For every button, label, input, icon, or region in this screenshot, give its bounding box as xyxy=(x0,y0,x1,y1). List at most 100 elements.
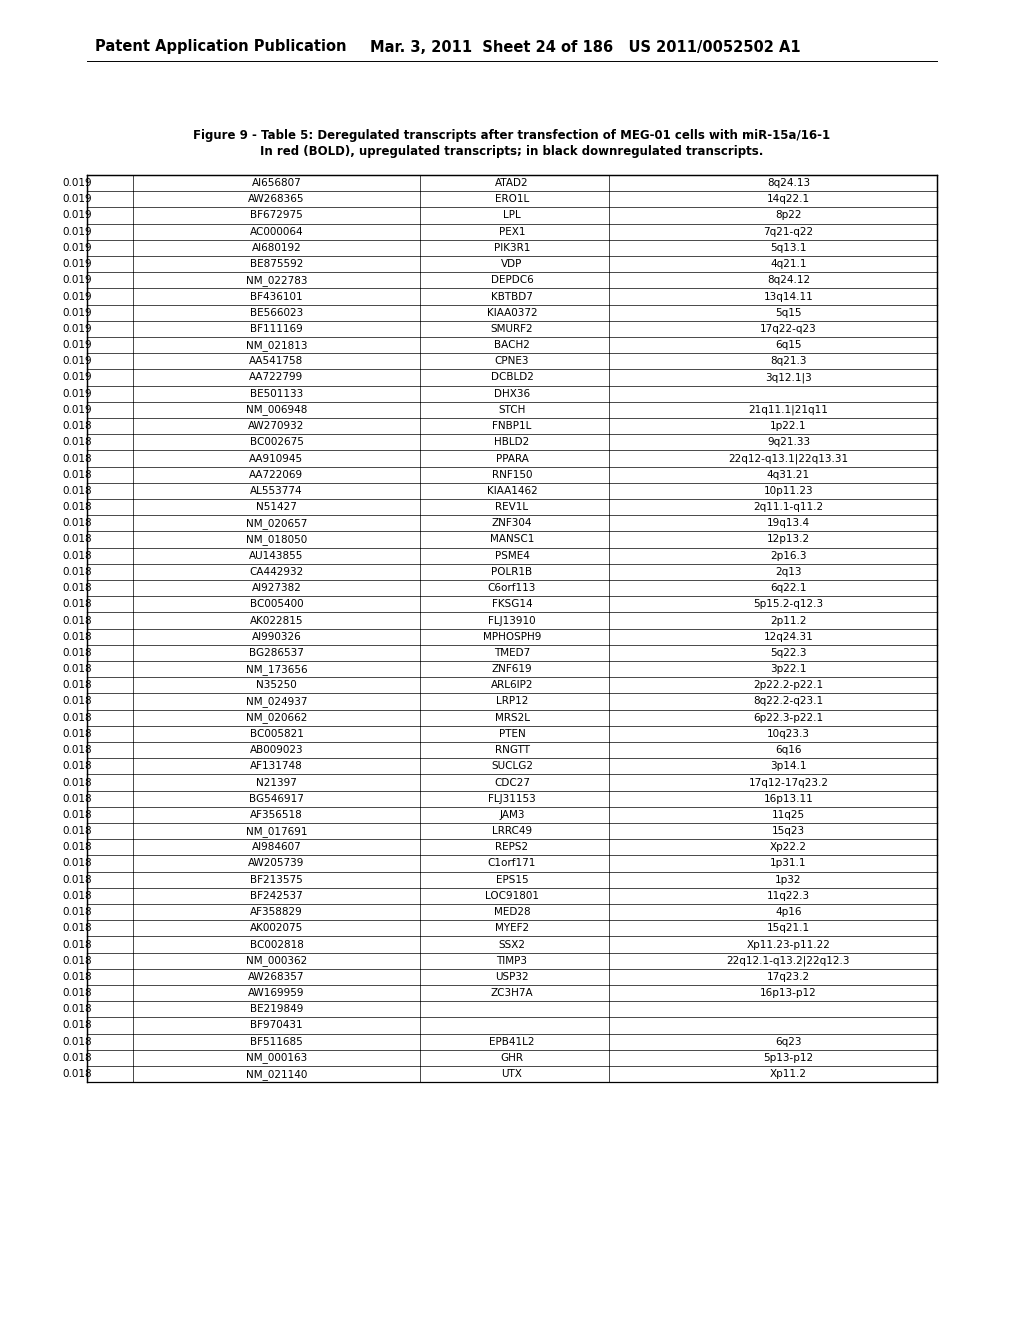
Text: AI656807: AI656807 xyxy=(252,178,301,187)
Text: FNBP1L: FNBP1L xyxy=(493,421,531,432)
Text: 5p15.2-q12.3: 5p15.2-q12.3 xyxy=(754,599,823,610)
Text: ZNF304: ZNF304 xyxy=(492,519,532,528)
Text: MED28: MED28 xyxy=(494,907,530,917)
Text: AI990326: AI990326 xyxy=(252,632,301,642)
Text: BC005821: BC005821 xyxy=(250,729,303,739)
Text: 0.018: 0.018 xyxy=(62,664,91,675)
Text: BF242537: BF242537 xyxy=(250,891,303,900)
Text: AK002075: AK002075 xyxy=(250,923,303,933)
Text: FKSG14: FKSG14 xyxy=(492,599,532,610)
Text: 19q13.4: 19q13.4 xyxy=(767,519,810,528)
Text: 0.018: 0.018 xyxy=(62,599,91,610)
Text: CA442932: CA442932 xyxy=(250,566,303,577)
Text: AU143855: AU143855 xyxy=(249,550,304,561)
Text: 8q24.12: 8q24.12 xyxy=(767,276,810,285)
Text: ZC3H7A: ZC3H7A xyxy=(490,989,534,998)
Text: AA722799: AA722799 xyxy=(250,372,303,383)
Text: MPHOSPH9: MPHOSPH9 xyxy=(482,632,542,642)
Text: AW169959: AW169959 xyxy=(248,989,305,998)
Text: 0.018: 0.018 xyxy=(62,989,91,998)
Text: RNGTT: RNGTT xyxy=(495,744,529,755)
Text: SSX2: SSX2 xyxy=(499,940,525,949)
Text: TMED7: TMED7 xyxy=(494,648,530,657)
Text: 11q25: 11q25 xyxy=(772,810,805,820)
Text: FLJ31153: FLJ31153 xyxy=(488,793,536,804)
Text: PTEN: PTEN xyxy=(499,729,525,739)
Text: 0.018: 0.018 xyxy=(62,437,91,447)
Text: 0.019: 0.019 xyxy=(62,372,91,383)
Text: BE566023: BE566023 xyxy=(250,308,303,318)
Text: 8q22.2-q23.1: 8q22.2-q23.1 xyxy=(754,697,823,706)
Text: 0.018: 0.018 xyxy=(62,842,91,853)
Text: C1orf171: C1orf171 xyxy=(487,858,537,869)
Text: BF111169: BF111169 xyxy=(250,323,303,334)
Text: AA910945: AA910945 xyxy=(250,454,303,463)
Text: 12q24.31: 12q24.31 xyxy=(764,632,813,642)
Text: MYEF2: MYEF2 xyxy=(495,923,529,933)
Text: ARL6IP2: ARL6IP2 xyxy=(490,680,534,690)
Text: 3q12.1|3: 3q12.1|3 xyxy=(765,372,812,383)
Text: 12p13.2: 12p13.2 xyxy=(767,535,810,544)
Text: 0.018: 0.018 xyxy=(62,632,91,642)
Text: 0.018: 0.018 xyxy=(62,826,91,836)
Text: C6orf113: C6orf113 xyxy=(487,583,537,593)
Text: 0.018: 0.018 xyxy=(62,519,91,528)
Text: 3p14.1: 3p14.1 xyxy=(770,762,807,771)
Text: 6q15: 6q15 xyxy=(775,341,802,350)
Text: AL553774: AL553774 xyxy=(250,486,303,496)
Text: NM_006948: NM_006948 xyxy=(246,404,307,416)
Text: 0.018: 0.018 xyxy=(62,956,91,966)
Text: 0.018: 0.018 xyxy=(62,923,91,933)
Text: 0.019: 0.019 xyxy=(62,178,91,187)
Text: 0.019: 0.019 xyxy=(62,308,91,318)
Text: 3p22.1: 3p22.1 xyxy=(770,664,807,675)
Text: 0.018: 0.018 xyxy=(62,972,91,982)
Text: AW270932: AW270932 xyxy=(248,421,305,432)
Text: EPB41L2: EPB41L2 xyxy=(489,1036,535,1047)
Text: 0.019: 0.019 xyxy=(62,194,91,205)
Text: 6q22.1: 6q22.1 xyxy=(770,583,807,593)
Text: STCH: STCH xyxy=(499,405,525,414)
Text: Figure 9 - Table 5: Deregulated transcripts after transfection of MEG-01 cells w: Figure 9 - Table 5: Deregulated transcri… xyxy=(194,128,830,141)
Text: UTX: UTX xyxy=(502,1069,522,1080)
Text: CDC27: CDC27 xyxy=(494,777,530,788)
Text: AA722069: AA722069 xyxy=(250,470,303,479)
Text: BG286537: BG286537 xyxy=(249,648,304,657)
Text: 14q22.1: 14q22.1 xyxy=(767,194,810,205)
Text: In red (BOLD), upregulated transcripts; in black downregulated transcripts.: In red (BOLD), upregulated transcripts; … xyxy=(260,145,764,158)
Text: BF213575: BF213575 xyxy=(250,875,303,884)
Text: RNF150: RNF150 xyxy=(492,470,532,479)
Text: CPNE3: CPNE3 xyxy=(495,356,529,367)
Text: 7q21-q22: 7q21-q22 xyxy=(764,227,813,236)
Text: NM_024937: NM_024937 xyxy=(246,696,307,708)
Text: BC002818: BC002818 xyxy=(250,940,303,949)
Text: AI984607: AI984607 xyxy=(252,842,301,853)
Text: TIMP3: TIMP3 xyxy=(497,956,527,966)
Text: 0.018: 0.018 xyxy=(62,648,91,657)
Text: AF358829: AF358829 xyxy=(250,907,303,917)
Text: 8q24.13: 8q24.13 xyxy=(767,178,810,187)
Text: 0.018: 0.018 xyxy=(62,729,91,739)
Text: 9q21.33: 9q21.33 xyxy=(767,437,810,447)
Text: 5q13.1: 5q13.1 xyxy=(770,243,807,253)
Text: DHX36: DHX36 xyxy=(494,388,530,399)
Text: KBTBD7: KBTBD7 xyxy=(492,292,532,301)
Text: SMURF2: SMURF2 xyxy=(490,323,534,334)
Text: PSME4: PSME4 xyxy=(495,550,529,561)
Text: NM_000163: NM_000163 xyxy=(246,1052,307,1064)
Text: MRS2L: MRS2L xyxy=(495,713,529,723)
Text: DCBLD2: DCBLD2 xyxy=(490,372,534,383)
Text: NM_021813: NM_021813 xyxy=(246,339,307,351)
Text: 0.018: 0.018 xyxy=(62,1036,91,1047)
Text: 10q23.3: 10q23.3 xyxy=(767,729,810,739)
Text: 21q11.1|21q11: 21q11.1|21q11 xyxy=(749,405,828,416)
Text: 10p11.23: 10p11.23 xyxy=(764,486,813,496)
Text: 8p22: 8p22 xyxy=(775,210,802,220)
Text: 0.019: 0.019 xyxy=(62,341,91,350)
Text: 17q22-q23: 17q22-q23 xyxy=(760,323,817,334)
Text: LPL: LPL xyxy=(503,210,521,220)
Text: BC002675: BC002675 xyxy=(250,437,303,447)
Text: AF356518: AF356518 xyxy=(250,810,303,820)
Text: BACH2: BACH2 xyxy=(494,341,530,350)
Text: VDP: VDP xyxy=(502,259,522,269)
